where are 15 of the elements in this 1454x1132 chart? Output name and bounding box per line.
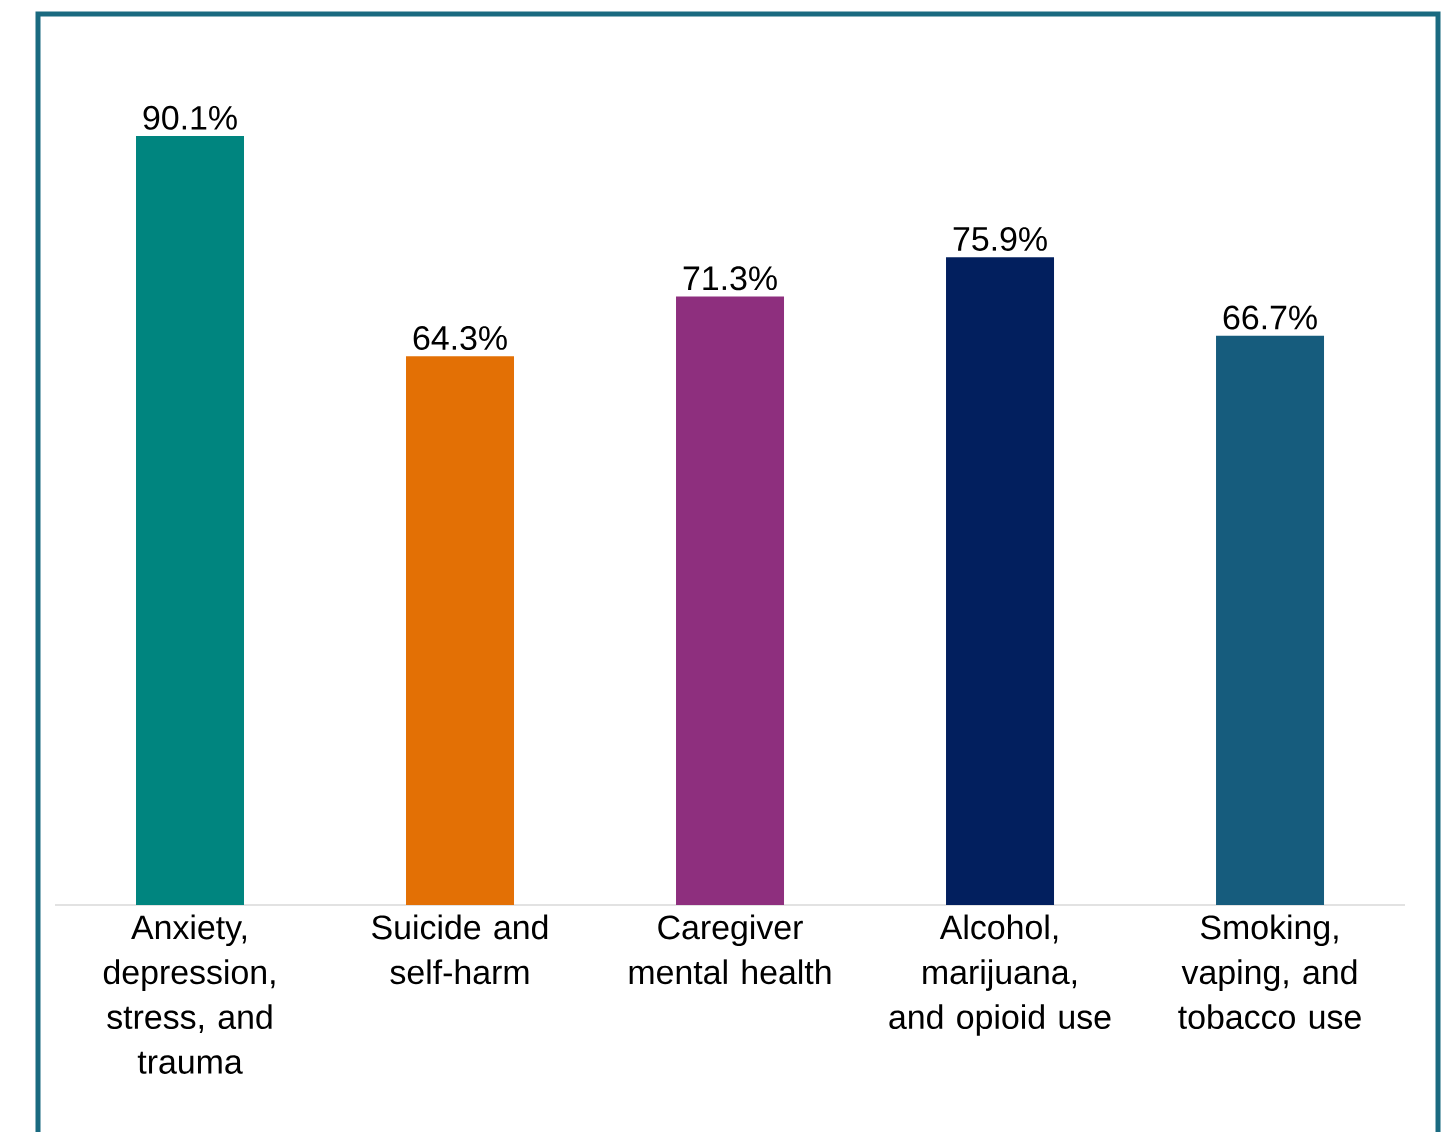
data-label: 71.3% <box>683 266 777 291</box>
data-label: 64.3% <box>413 326 507 350</box>
x-tick-label: Suicide and self-harm <box>372 914 548 985</box>
data-label: 90.1% <box>143 105 237 130</box>
x-tick-label: Alcohol, marijuana, and opioid use <box>889 914 1111 1036</box>
bar <box>676 296 785 905</box>
bar <box>406 356 515 905</box>
x-tick-label: Caregiver mental health <box>629 914 831 985</box>
x-tick-label: Anxiety, depression, stress, and trauma <box>103 914 275 1074</box>
data-label: 75.9% <box>953 226 1047 251</box>
bar <box>1216 335 1325 905</box>
x-tick-label: Smoking, vaping, and tobacco use <box>1178 914 1361 1030</box>
bar <box>136 135 245 905</box>
data-label: 66.7% <box>1223 305 1317 330</box>
bar <box>946 257 1055 905</box>
